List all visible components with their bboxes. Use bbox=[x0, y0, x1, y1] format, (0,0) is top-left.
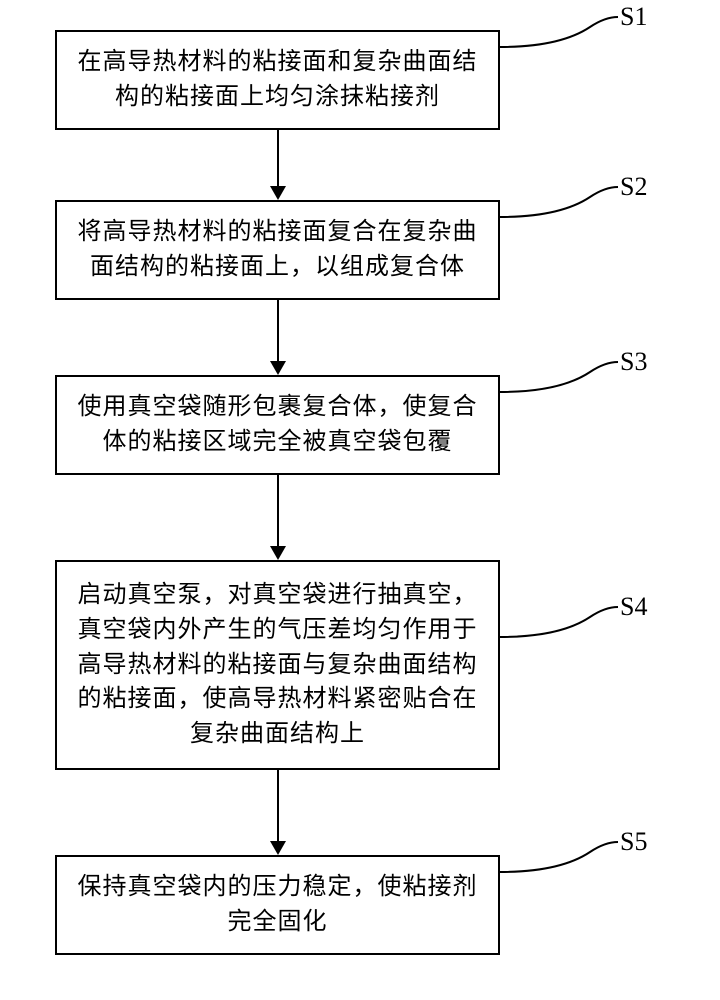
flowchart-step-s5: 保持真空袋内的压力稳定，使粘接剂完全固化 bbox=[55, 855, 500, 955]
flowchart-step-text: 保持真空袋内的压力稳定，使粘接剂完全固化 bbox=[77, 870, 478, 940]
flowchart-step-text: 启动真空泵，对真空袋进行抽真空，真空袋内外产生的气压差均匀作用于高导热材料的粘接… bbox=[77, 578, 478, 752]
arrow-line bbox=[277, 475, 279, 546]
step-label-s5: S5 bbox=[620, 827, 647, 857]
step-label-s4: S4 bbox=[620, 592, 647, 622]
flowchart-container: 在高导热材料的粘接面和复杂曲面结构的粘接面上均匀涂抹粘接剂 S1 将高导热材料的… bbox=[0, 0, 720, 1000]
connector-curve bbox=[500, 840, 620, 880]
flowchart-step-s4: 启动真空泵，对真空袋进行抽真空，真空袋内外产生的气压差均匀作用于高导热材料的粘接… bbox=[55, 560, 500, 770]
step-label-s3: S3 bbox=[620, 347, 647, 377]
arrow-head bbox=[270, 841, 286, 855]
flowchart-step-text: 在高导热材料的粘接面和复杂曲面结构的粘接面上均匀涂抹粘接剂 bbox=[77, 45, 478, 115]
connector-curve bbox=[500, 360, 620, 400]
flowchart-step-text: 将高导热材料的粘接面复合在复杂曲面结构的粘接面上，以组成复合体 bbox=[77, 215, 478, 285]
connector-curve bbox=[500, 185, 620, 225]
arrow-line bbox=[277, 300, 279, 361]
arrow-head bbox=[270, 186, 286, 200]
arrow-head bbox=[270, 361, 286, 375]
arrow-line bbox=[277, 770, 279, 841]
step-label-s1: S1 bbox=[620, 2, 647, 32]
connector-curve bbox=[500, 605, 620, 645]
flowchart-step-s2: 将高导热材料的粘接面复合在复杂曲面结构的粘接面上，以组成复合体 bbox=[55, 200, 500, 300]
arrow-head bbox=[270, 546, 286, 560]
connector-curve bbox=[500, 15, 620, 55]
flowchart-step-text: 使用真空袋随形包裹复合体，使复合体的粘接区域完全被真空袋包覆 bbox=[77, 390, 478, 460]
flowchart-step-s1: 在高导热材料的粘接面和复杂曲面结构的粘接面上均匀涂抹粘接剂 bbox=[55, 30, 500, 130]
arrow-line bbox=[277, 130, 279, 186]
flowchart-step-s3: 使用真空袋随形包裹复合体，使复合体的粘接区域完全被真空袋包覆 bbox=[55, 375, 500, 475]
step-label-s2: S2 bbox=[620, 172, 647, 202]
